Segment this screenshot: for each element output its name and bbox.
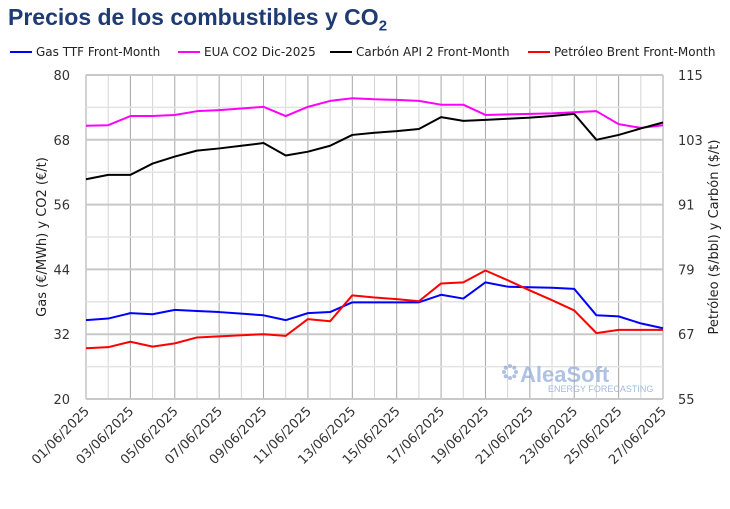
title-subscript: 2 xyxy=(378,17,388,35)
aleasoft-logo xyxy=(502,364,518,380)
y-tick-right: 55 xyxy=(678,393,695,408)
y-axis-label-right: Petróleo ($/bbl) y Carbón ($/t) xyxy=(707,140,722,335)
y-tick-left: 68 xyxy=(53,134,70,149)
legend-label-1: EUA CO2 Dic-2025 xyxy=(204,45,316,59)
y-tick-left: 80 xyxy=(53,69,70,84)
legend-label-0: Gas TTF Front-Month xyxy=(36,45,160,59)
title-text: Precios de los combustibles y CO xyxy=(8,4,379,30)
y-tick-right: 67 xyxy=(678,328,695,343)
watermark-brand: AleaSoft xyxy=(520,362,610,387)
y-axis-label-left: Gas (€/MWh) y CO2 (€/t) xyxy=(35,157,50,317)
legend-label-2: Carbón API 2 Front-Month xyxy=(356,45,510,59)
legend-label-3: Petróleo Brent Front-Month xyxy=(554,45,715,59)
chart-title: Precios de los combustibles y CO2 xyxy=(8,4,387,35)
y-tick-left: 56 xyxy=(53,199,70,214)
y-tick-right: 103 xyxy=(678,134,703,149)
watermark-tagline: ENERGY FORECASTING xyxy=(548,384,653,394)
y-tick-right: 91 xyxy=(678,199,695,214)
y-tick-left: 32 xyxy=(53,328,70,343)
y-tick-right: 115 xyxy=(678,69,703,84)
y-tick-left: 20 xyxy=(53,393,70,408)
y-tick-left: 44 xyxy=(53,263,70,278)
y-tick-right: 79 xyxy=(678,263,695,278)
